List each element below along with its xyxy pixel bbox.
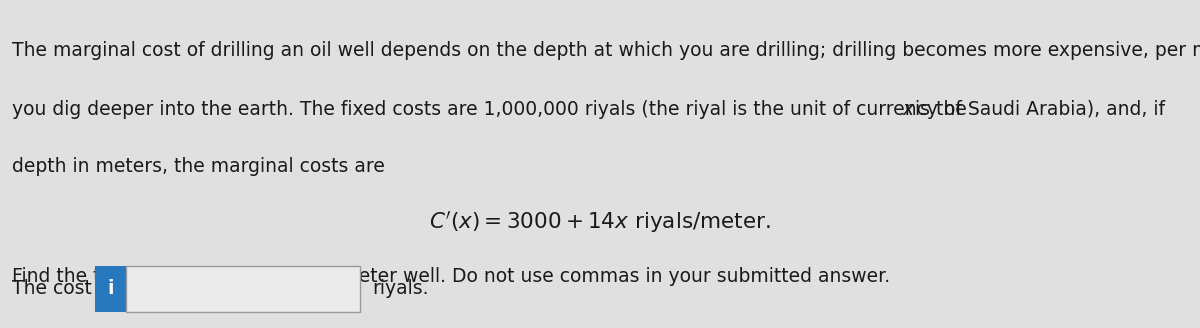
Text: The cost is: The cost is (12, 279, 119, 298)
FancyBboxPatch shape (95, 266, 126, 312)
Text: you dig deeper into the earth. The fixed costs are 1,000,000 riyals (the riyal i: you dig deeper into the earth. The fixed… (12, 100, 1171, 119)
Text: $\mathit{C}'(\mathit{x}) = 3000 + 14\mathit{x}\ \mathrm{riyals/meter.}$: $\mathit{C}'(\mathit{x}) = 3000 + 14\mat… (430, 210, 770, 236)
Text: is the: is the (910, 100, 967, 119)
Text: The marginal cost of drilling an oil well depends on the depth at which you are : The marginal cost of drilling an oil wel… (12, 41, 1200, 60)
Text: Find the total cost of drilling a 500-meter well. Do not use commas in your subm: Find the total cost of drilling a 500-me… (12, 267, 890, 286)
Text: depth in meters, the marginal costs are: depth in meters, the marginal costs are (12, 157, 385, 176)
Text: x: x (902, 100, 913, 119)
FancyBboxPatch shape (126, 266, 360, 312)
Text: i: i (107, 279, 114, 298)
Text: riyals.: riyals. (372, 279, 428, 298)
